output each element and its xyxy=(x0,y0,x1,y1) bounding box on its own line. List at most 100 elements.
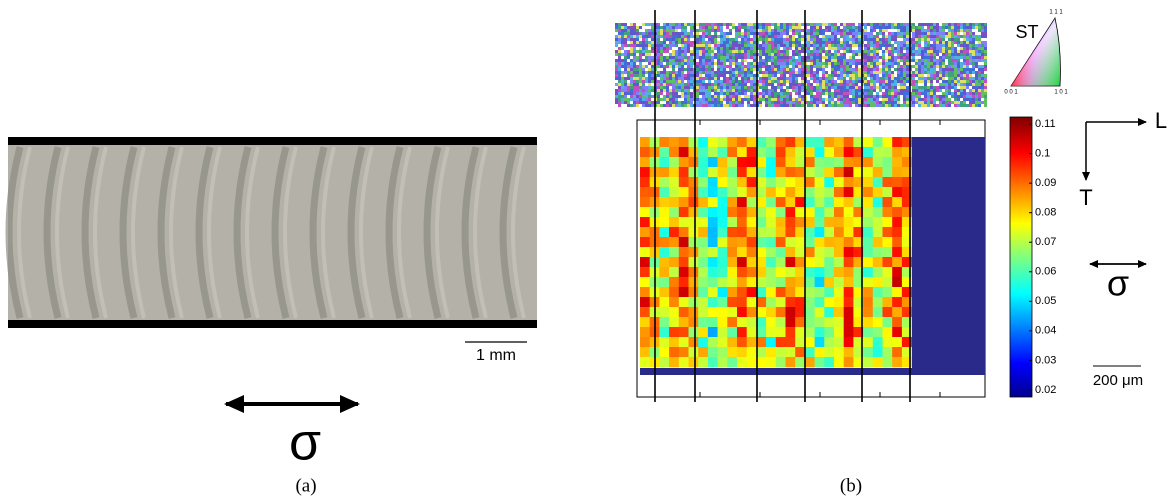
grain xyxy=(750,53,753,56)
grain xyxy=(927,77,930,80)
grain xyxy=(906,80,909,83)
grain xyxy=(681,89,684,92)
grain xyxy=(825,71,828,74)
grain xyxy=(765,83,768,86)
grain xyxy=(882,83,885,86)
grain xyxy=(966,83,969,86)
grain xyxy=(957,89,960,92)
grain xyxy=(906,68,909,71)
grain xyxy=(777,101,780,104)
grain xyxy=(642,80,645,83)
grain xyxy=(885,56,888,59)
heat-cell xyxy=(843,157,854,168)
grain xyxy=(894,68,897,71)
grain xyxy=(813,59,816,62)
grain xyxy=(690,44,693,47)
grain xyxy=(930,86,933,89)
grain xyxy=(762,59,765,62)
grain xyxy=(771,35,774,38)
grain xyxy=(882,65,885,68)
grain xyxy=(738,104,741,107)
grain xyxy=(681,41,684,44)
grain xyxy=(834,92,837,95)
grain xyxy=(975,104,978,107)
grain xyxy=(621,80,624,83)
grain xyxy=(651,32,654,35)
grain xyxy=(639,71,642,74)
heat-cell xyxy=(659,227,670,238)
heat-cell xyxy=(775,227,786,238)
grain xyxy=(933,104,936,107)
heat-cell xyxy=(795,187,806,198)
grain xyxy=(819,86,822,89)
heat-cell xyxy=(843,237,854,248)
grain xyxy=(834,95,837,98)
grain xyxy=(795,68,798,71)
grain xyxy=(741,41,744,44)
grain xyxy=(696,92,699,95)
grain xyxy=(774,92,777,95)
heat-cell xyxy=(737,357,747,368)
grain xyxy=(675,68,678,71)
grain xyxy=(621,77,624,80)
grain xyxy=(714,38,717,41)
grain xyxy=(978,80,981,83)
heat-cell xyxy=(853,147,864,158)
grain xyxy=(876,74,879,77)
grain xyxy=(957,98,960,101)
grain xyxy=(699,104,702,107)
grain xyxy=(645,80,648,83)
grain xyxy=(903,104,906,107)
grain xyxy=(903,83,906,86)
grain xyxy=(717,80,720,83)
grain xyxy=(960,38,963,41)
grain xyxy=(741,32,744,35)
heat-cell xyxy=(659,267,670,278)
grain xyxy=(828,50,831,53)
grain xyxy=(777,53,780,56)
grain xyxy=(867,53,870,56)
grain xyxy=(783,32,786,35)
grain xyxy=(672,26,675,29)
grain xyxy=(744,83,747,86)
grain xyxy=(858,38,861,41)
heat-cell xyxy=(678,217,689,228)
grain xyxy=(738,50,741,53)
grain xyxy=(891,41,894,44)
heat-cell xyxy=(717,287,728,298)
grain xyxy=(792,95,795,98)
grain xyxy=(786,101,789,104)
grain xyxy=(933,71,936,74)
heat-cell xyxy=(775,257,786,268)
grain xyxy=(762,74,765,77)
grain xyxy=(945,56,948,59)
grain xyxy=(963,56,966,59)
striation xyxy=(283,146,298,319)
grain xyxy=(765,56,768,59)
grain xyxy=(813,104,816,107)
grain xyxy=(621,26,624,29)
grain xyxy=(759,59,762,62)
heat-cell xyxy=(688,257,699,268)
grain xyxy=(666,80,669,83)
grain xyxy=(657,80,660,83)
grain xyxy=(864,65,867,68)
heat-cell xyxy=(853,217,864,228)
grain xyxy=(726,86,729,89)
grain xyxy=(717,101,720,104)
heat-cell xyxy=(901,217,912,228)
grain xyxy=(642,71,645,74)
grain xyxy=(816,83,819,86)
grain xyxy=(858,35,861,38)
grain xyxy=(744,101,747,104)
grain xyxy=(714,65,717,68)
grain xyxy=(963,65,966,68)
heat-cell xyxy=(688,197,699,208)
grain xyxy=(645,104,648,107)
grain xyxy=(702,83,705,86)
grain xyxy=(771,89,774,92)
heat-cell xyxy=(698,237,709,248)
grain xyxy=(825,62,828,65)
grain xyxy=(903,77,906,80)
grain xyxy=(741,101,744,104)
